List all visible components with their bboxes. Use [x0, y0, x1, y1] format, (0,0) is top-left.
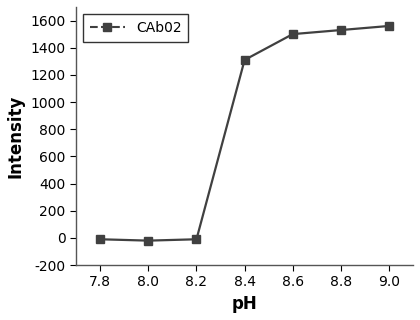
X-axis label: pH: pH [232, 295, 257, 313]
CAb02 [194, 237, 199, 241]
CAb02 [98, 237, 103, 241]
Legend: CAb02: CAb02 [83, 14, 189, 42]
CAb02 [242, 58, 247, 62]
CAb02 [146, 239, 151, 243]
Y-axis label: Intensity: Intensity [7, 94, 25, 178]
CAb02 [386, 24, 391, 28]
Line: CAb02: CAb02 [96, 22, 393, 245]
CAb02 [290, 32, 295, 36]
CAb02 [339, 28, 344, 32]
